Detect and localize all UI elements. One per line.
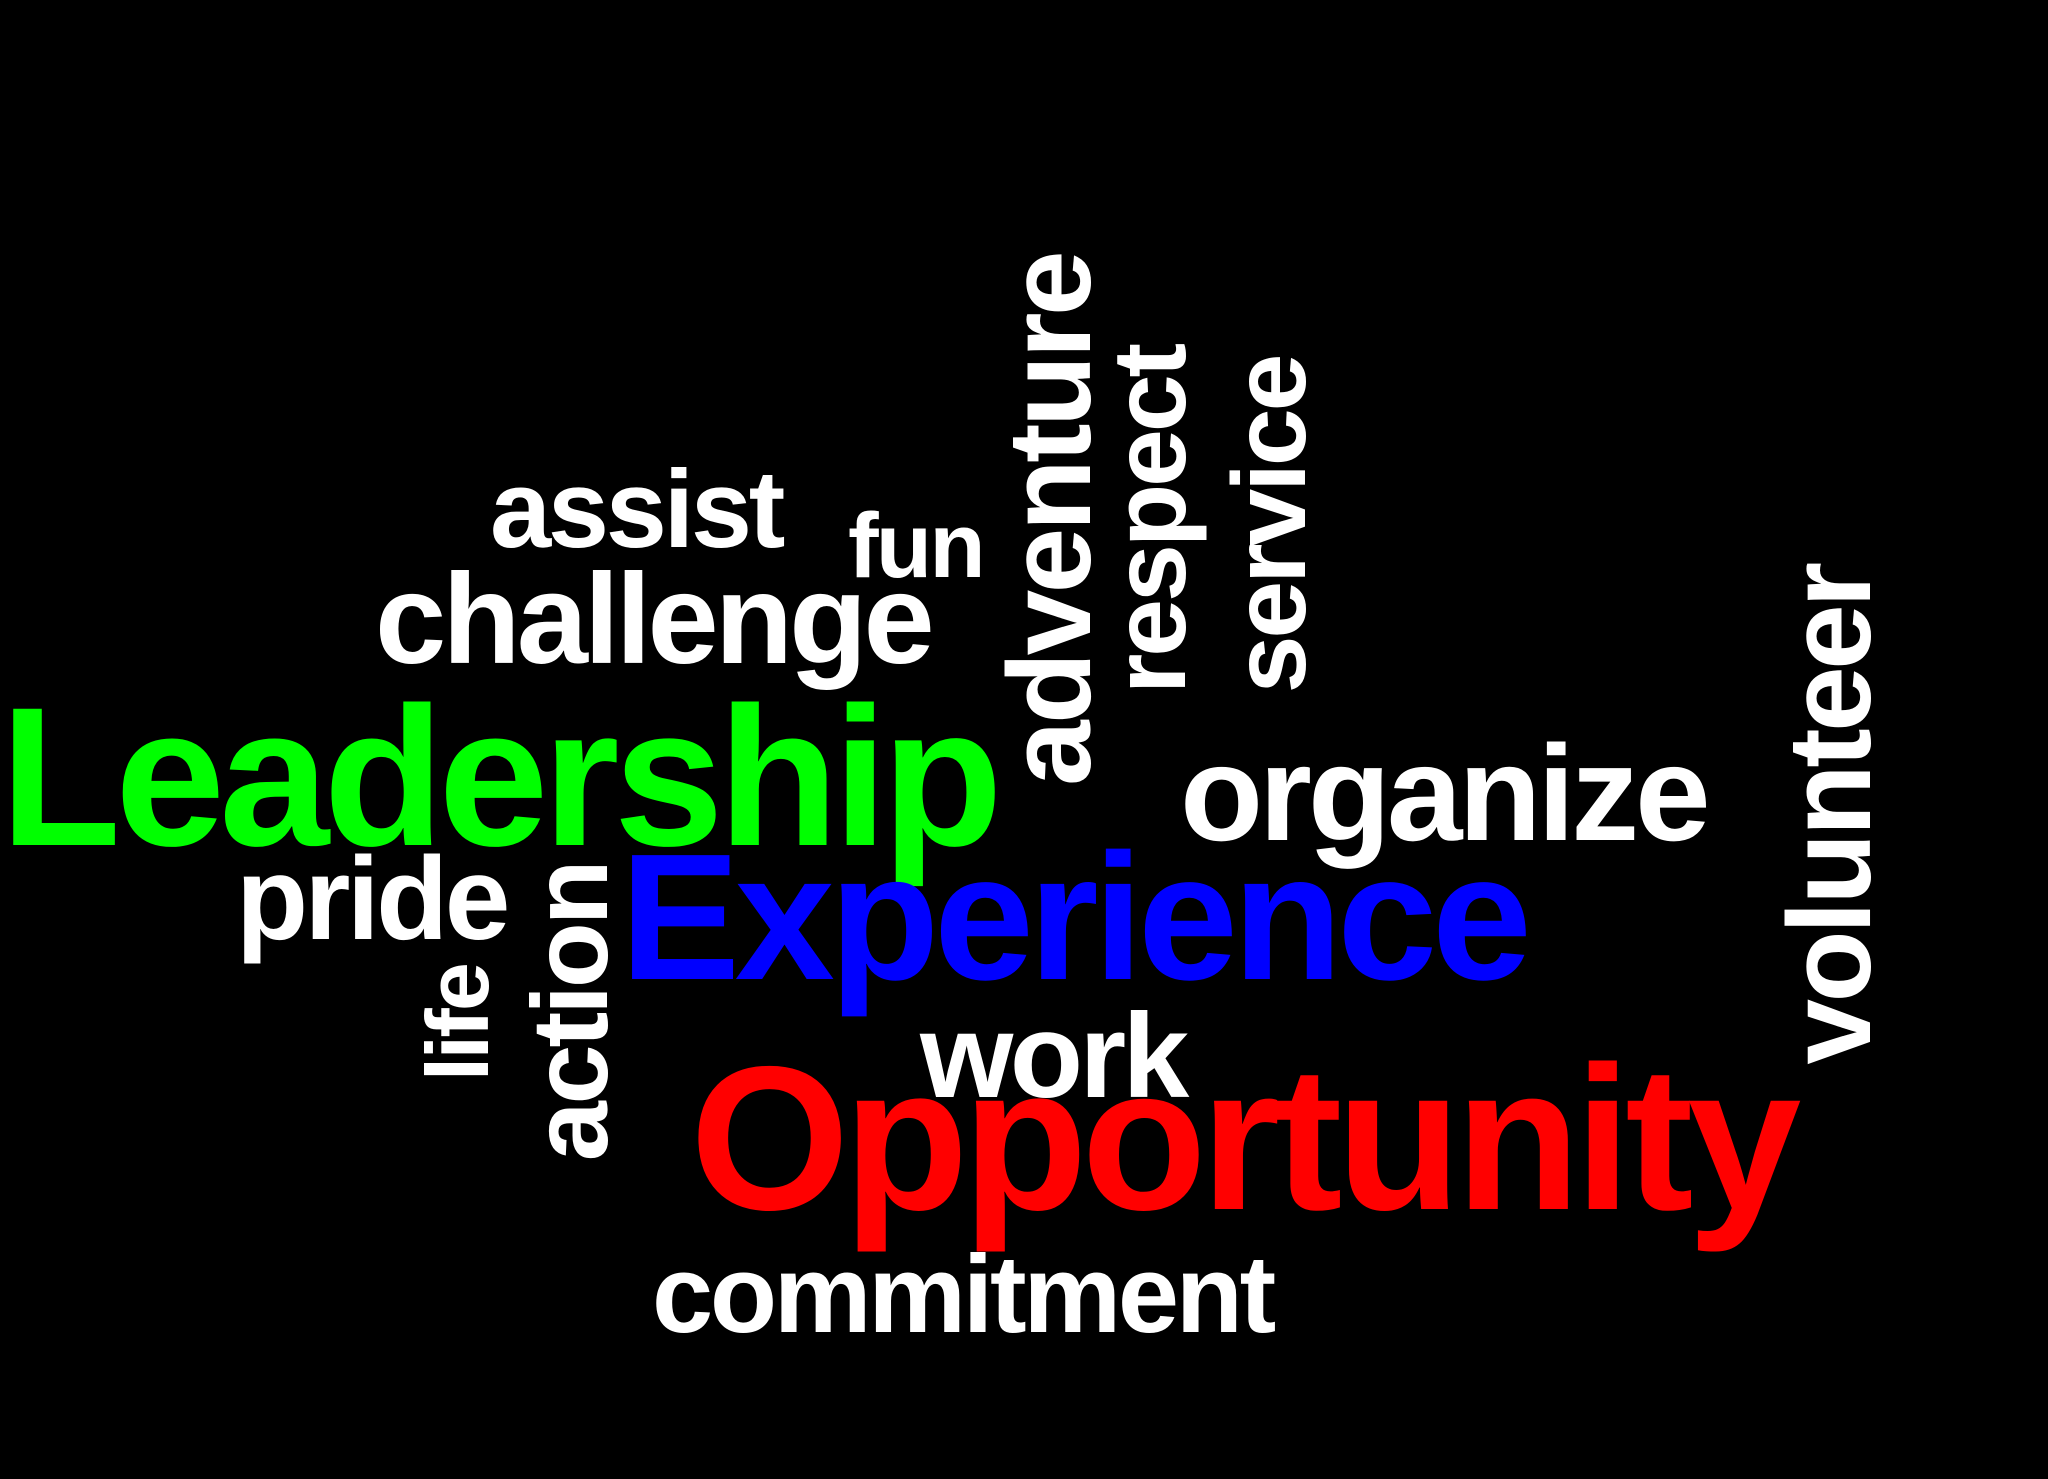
word-volunteer: volunteer <box>1764 565 1896 1065</box>
word-action: action <box>509 862 630 1162</box>
word-fun: fun <box>848 495 986 597</box>
word-service: service <box>1212 356 1328 694</box>
word-leadership: Leadership <box>0 666 1003 887</box>
word-life: life <box>408 964 507 1082</box>
word-work: work <box>920 989 1189 1123</box>
word-commitment: commitment <box>652 1233 1276 1356</box>
word-assist: assist <box>490 448 785 571</box>
word-respect: respect <box>1092 345 1208 695</box>
word-organize: organize <box>1180 717 1711 869</box>
word-opportunity: Opportunity <box>690 1024 1801 1253</box>
word-experience: Experience <box>620 817 1532 1018</box>
word-pride: pride <box>236 833 510 965</box>
word-challenge: challenge <box>375 548 935 691</box>
